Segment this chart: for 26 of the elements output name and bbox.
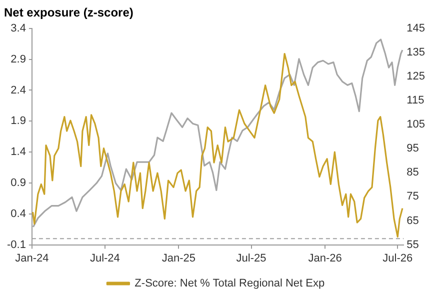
y-tick-label: 1.4 (10, 146, 26, 158)
y2-tick-label: 55 (406, 238, 419, 251)
y-tick-label: -0.1 (6, 238, 26, 251)
y-tick-label: 3.4 (10, 22, 26, 34)
y-tick-label: 2.9 (10, 53, 26, 66)
chart-title: Net exposure (z-score) (4, 6, 134, 20)
y2-tick-label: 145 (406, 22, 426, 34)
x-tick-label: Jul-26 (382, 252, 413, 264)
x-tick-label: Jan-25 (162, 252, 196, 264)
y2-tick-label: 65 (406, 214, 419, 227)
y2-tick-label: 75 (406, 190, 419, 203)
y2-tick-label: 85 (406, 166, 419, 179)
y2-tick-label: 135 (406, 46, 426, 58)
legend-label: Z-Score: Net % Total Regional Net Exp (134, 278, 325, 290)
y2-tick-label: 125 (406, 70, 426, 83)
x-tick-label: Jul-24 (90, 252, 120, 264)
y2-tick-label: 95 (406, 142, 419, 155)
x-tick-label: Jan-24 (15, 252, 49, 264)
y-tick-label: 1.9 (10, 115, 26, 128)
x-tick-label: Jan-26 (308, 252, 342, 264)
y-tick-label: 0.9 (10, 177, 26, 190)
x-tick-label: Jul-25 (236, 252, 266, 264)
y-tick-label: 0.4 (10, 208, 26, 220)
y-tick-label: 2.4 (10, 84, 26, 96)
y2-tick-label: 105 (406, 118, 426, 131)
y2-tick-label: 115 (406, 94, 424, 107)
